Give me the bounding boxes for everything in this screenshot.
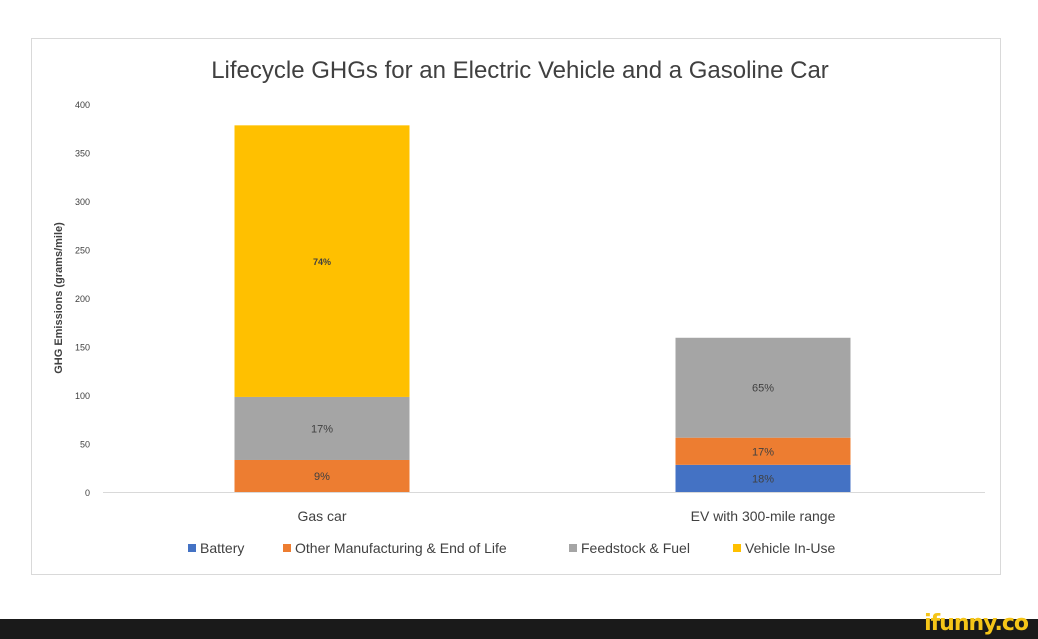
- y-axis-label: GHG Emissions (grams/mile): [53, 222, 65, 374]
- y-tick-label: 0: [85, 488, 90, 498]
- legend-label: Battery: [200, 540, 244, 556]
- bar-segment: [234, 125, 410, 397]
- legend-label: Feedstock & Fuel: [581, 540, 690, 556]
- legend-swatch: [188, 544, 196, 552]
- y-tick-label: 200: [75, 294, 90, 304]
- bar-segment: [675, 337, 851, 438]
- y-tick-label: 350: [75, 149, 90, 159]
- bar-segment: [234, 459, 410, 492]
- data-label: 17%: [752, 446, 774, 458]
- y-tick-label: 150: [75, 343, 90, 353]
- x-tick-label: EV with 300-mile range: [691, 508, 836, 524]
- bar-segment: [234, 396, 410, 460]
- y-tick-label: 50: [80, 440, 90, 450]
- y-tick-label: 100: [75, 391, 90, 401]
- ifunny-watermark: ifunny.co: [924, 611, 1029, 636]
- legend-swatch: [569, 544, 577, 552]
- chart-frame: [31, 38, 1001, 575]
- y-tick-label: 250: [75, 246, 90, 256]
- data-label: 17%: [311, 423, 333, 435]
- y-tick-label: 300: [75, 197, 90, 207]
- data-label: 18%: [752, 473, 774, 485]
- watermark-bar: ifunny.co: [0, 611, 1038, 639]
- legend-label: Vehicle In-Use: [745, 540, 835, 556]
- data-label: 9%: [314, 471, 330, 483]
- bar-segment: [675, 437, 851, 465]
- data-label: 65%: [752, 383, 774, 395]
- data-label: 74%: [313, 257, 331, 267]
- legend-swatch: [733, 544, 741, 552]
- legend-swatch: [283, 544, 291, 552]
- chart-title: Lifecycle GHGs for an Electric Vehicle a…: [211, 57, 829, 84]
- bar-segment: [675, 464, 851, 492]
- legend-label: Other Manufacturing & End of Life: [295, 540, 507, 556]
- y-tick-label: 400: [75, 100, 90, 110]
- chart: Lifecycle GHGs for an Electric Vehicle a…: [53, 57, 985, 556]
- x-tick-label: Gas car: [297, 508, 346, 524]
